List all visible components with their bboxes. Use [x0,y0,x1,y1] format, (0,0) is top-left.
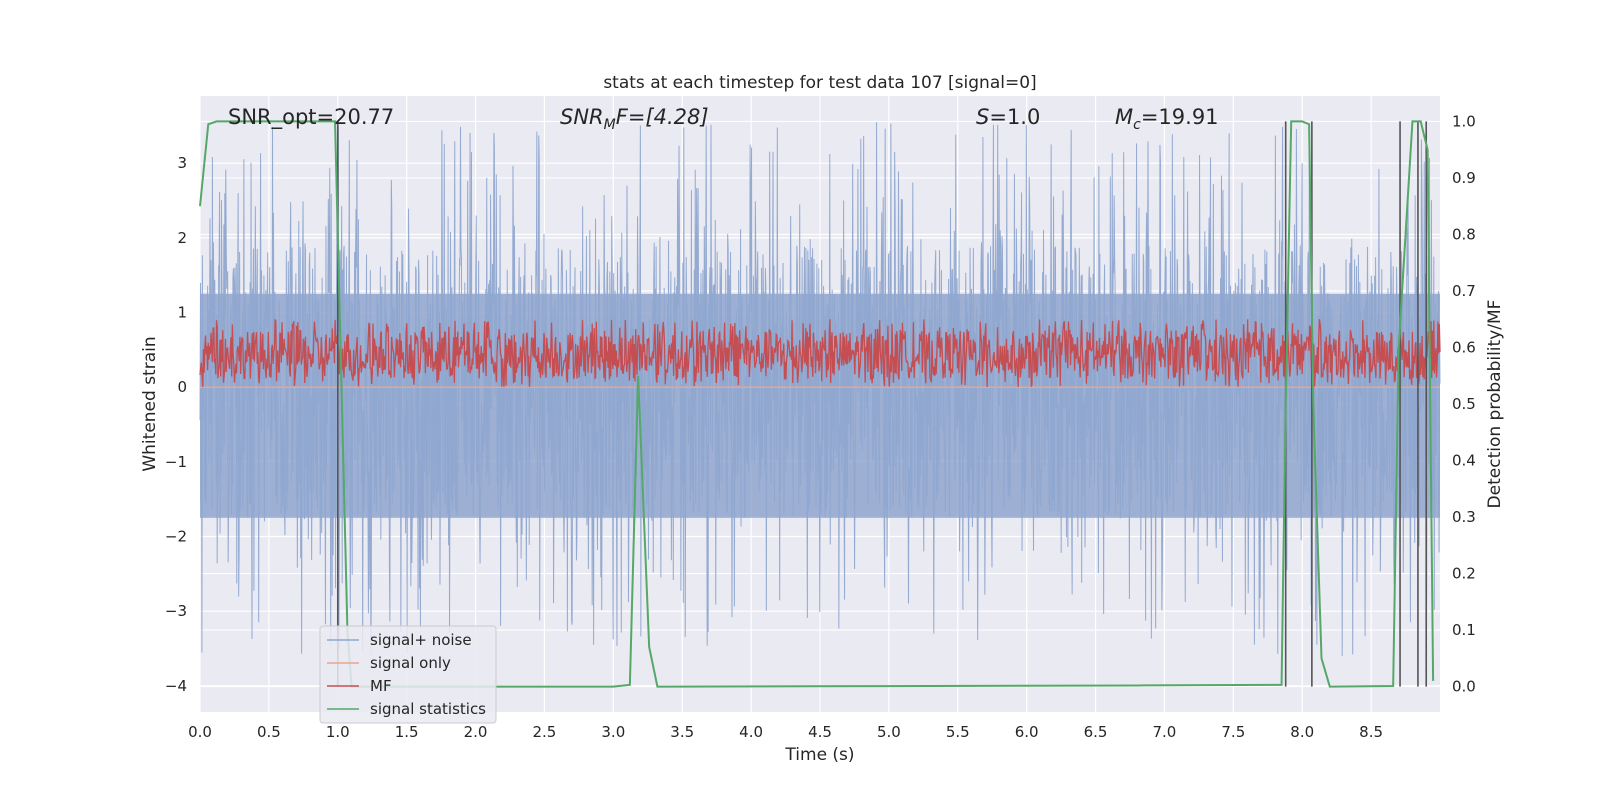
x-tick-label: 4.0 [739,723,763,741]
y2-tick-label: 0.4 [1452,452,1476,470]
x-tick-label: 0.0 [188,723,212,741]
x-tick-label: 1.5 [395,723,419,741]
x-tick-label: 5.5 [946,723,970,741]
y-tick-labels: 3 2 1 0 −1 −2 −3 −4 [165,154,187,695]
y2-tick-label: 0.1 [1452,621,1476,639]
y2-tick-label: 0.2 [1452,565,1476,583]
x-tick-label: 8.0 [1290,723,1314,741]
signal-statistics-series [199,120,1435,688]
y-axis-label: Whitened strain [140,336,160,471]
y2-tick-label: 0.8 [1452,225,1476,243]
mf-line [199,319,1441,387]
x-tick-label: 1.0 [326,723,350,741]
x-tick-labels: 0.0 0.5 1.0 1.5 2.0 2.5 3.0 3.5 4.0 4.5 5.0 5.5 6.0 6… [188,723,1383,741]
signal-statistics-line [199,120,1435,688]
x-tick-label: 3.5 [670,723,694,741]
y2-tick-label: 0.5 [1452,395,1476,413]
annotation-snr-mf: SNRMF=[4.28] [560,105,709,133]
y-tick-label: 2 [177,229,187,247]
y2-axis-label: Detection probability/MF [1485,300,1505,509]
x-tick-label: 2.5 [533,723,557,741]
annotation-mc: Mc=19.91 [1115,105,1219,133]
y-tick-label: −3 [165,602,187,620]
legend-label-signal-noise: signal+ noise [370,631,472,649]
x-axis-label: Time (s) [784,745,854,765]
x-tick-label: 7.5 [1221,723,1245,741]
y2-tick-label: 1.0 [1452,112,1476,130]
annotation-s: S=1.0 [976,105,1040,129]
chart-title: stats at each timestep for test data 107… [603,73,1036,93]
y2-tick-labels: 1.0 0.9 0.8 0.7 0.6 0.5 0.4 0.3 0.2 0.1 0.0 [1452,112,1476,695]
y-tick-label: −2 [165,528,187,546]
y2-tick-label: 0.6 [1452,338,1476,356]
x-tick-label: 0.5 [257,723,281,741]
x-tick-label: 5.0 [877,723,901,741]
x-tick-label: 6.5 [1084,723,1108,741]
x-tick-label: 3.0 [601,723,625,741]
legend-label-signal-statistics: signal statistics [370,700,486,718]
x-tick-label: 2.0 [464,723,488,741]
y2-tick-label: 0.0 [1452,678,1476,696]
y2-tick-label: 0.7 [1452,282,1476,300]
x-tick-label: 6.0 [1015,723,1039,741]
y-tick-label: 1 [177,304,187,322]
y-tick-label: 0 [177,378,187,396]
legend-label-signal-only: signal only [370,654,451,672]
y2-tick-label: 0.9 [1452,169,1476,187]
legend-box [319,625,497,724]
y-tick-label: 3 [177,154,187,172]
x-tick-label: 8.5 [1359,723,1383,741]
y-tick-label: −1 [165,453,187,471]
y2-tick-label: 0.3 [1452,508,1476,526]
y-tick-label: −4 [165,677,187,695]
x-tick-label: 7.0 [1153,723,1177,741]
mf-series [199,319,1441,387]
annotation-snr-opt: SNR_opt=20.77 [228,105,394,130]
legend-label-mf: MF [370,677,392,695]
legend: signal+ noise signal only MF signal stat… [319,625,497,724]
x-tick-label: 4.5 [808,723,832,741]
